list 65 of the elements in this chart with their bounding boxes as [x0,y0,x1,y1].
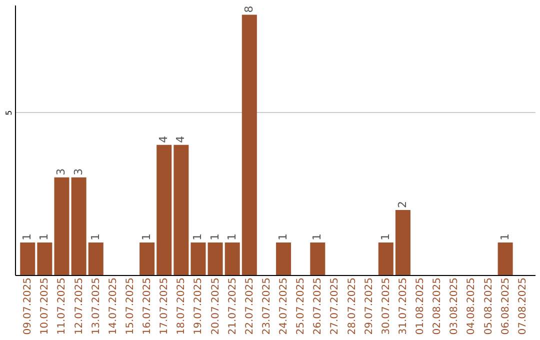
x-tick-label: 22.07.2025 [244,278,256,335]
x-tick-label: 19.07.2025 [193,278,204,335]
x-tick-label: 07.08.2025 [517,278,528,335]
x-tick-label: 26.07.2025 [312,278,324,335]
bar [242,14,257,275]
x-tick-label: 15.07.2025 [124,278,136,335]
bar [71,177,86,275]
data-label: 3 [72,168,85,176]
x-tick-label: 10.07.2025 [40,278,51,335]
x-tick-label: 31.07.2025 [398,278,409,335]
x-tick-label: 20.07.2025 [210,278,222,335]
x-tick-label: 27.07.2025 [330,278,341,335]
x-tick-label: 29.07.2025 [364,278,375,335]
data-label: 1 [88,233,102,240]
data-label: 1 [498,233,512,240]
x-tick-label: 01.08.2025 [415,278,426,335]
bar [156,144,172,275]
bar [276,242,292,275]
x-tick-label: 12.07.2025 [74,278,85,335]
data-label: 8 [242,6,256,13]
bar [224,242,240,275]
x-tick-label: 16.07.2025 [142,278,154,335]
bar [54,177,70,275]
x-tick-label: 06.08.2025 [500,278,512,335]
x-tick-label: 09.07.2025 [22,278,34,335]
data-label: 1 [191,233,204,240]
x-tick-label: 25.07.2025 [296,278,307,335]
x-tick-label: 04.08.2025 [466,278,478,335]
bar [37,242,52,275]
data-label: 2 [396,200,409,208]
data-label: 1 [38,233,51,240]
bar [395,210,410,275]
bar [498,242,513,275]
bar [190,242,206,275]
bar [208,242,223,275]
x-tick-label: 05.08.2025 [483,278,494,335]
x-tick-label: 03.08.2025 [449,278,460,335]
x-tick-label: 02.08.2025 [432,278,444,335]
data-label: 1 [310,233,324,240]
x-tick-label: 28.07.2025 [346,278,358,335]
bar [20,242,36,275]
x-tick-label: 23.07.2025 [261,278,272,335]
bar [174,144,189,275]
x-tick-label: 30.07.2025 [380,278,392,335]
bar [378,242,394,275]
x-tick-label: 24.07.2025 [278,278,290,335]
data-label: 1 [140,233,154,240]
data-label: 1 [378,233,392,240]
x-tick-label: 14.07.2025 [108,278,119,335]
y-tick-label: 5 [4,110,14,116]
data-label: 1 [208,233,222,240]
bar [310,242,326,275]
bar [140,242,155,275]
data-label: 1 [225,233,238,240]
x-tick-label: 18.07.2025 [176,278,188,335]
x-tick-label: 13.07.2025 [90,278,102,335]
bar [88,242,104,275]
data-label: 1 [276,233,290,240]
x-tick-label: 11.07.2025 [56,278,68,335]
data-label: 1 [20,233,34,240]
data-label: 3 [54,168,68,176]
data-label: 4 [174,136,188,143]
x-tick-label: 21.07.2025 [227,278,238,335]
x-tick-label: 17.07.2025 [159,278,170,335]
data-label: 4 [157,136,170,143]
